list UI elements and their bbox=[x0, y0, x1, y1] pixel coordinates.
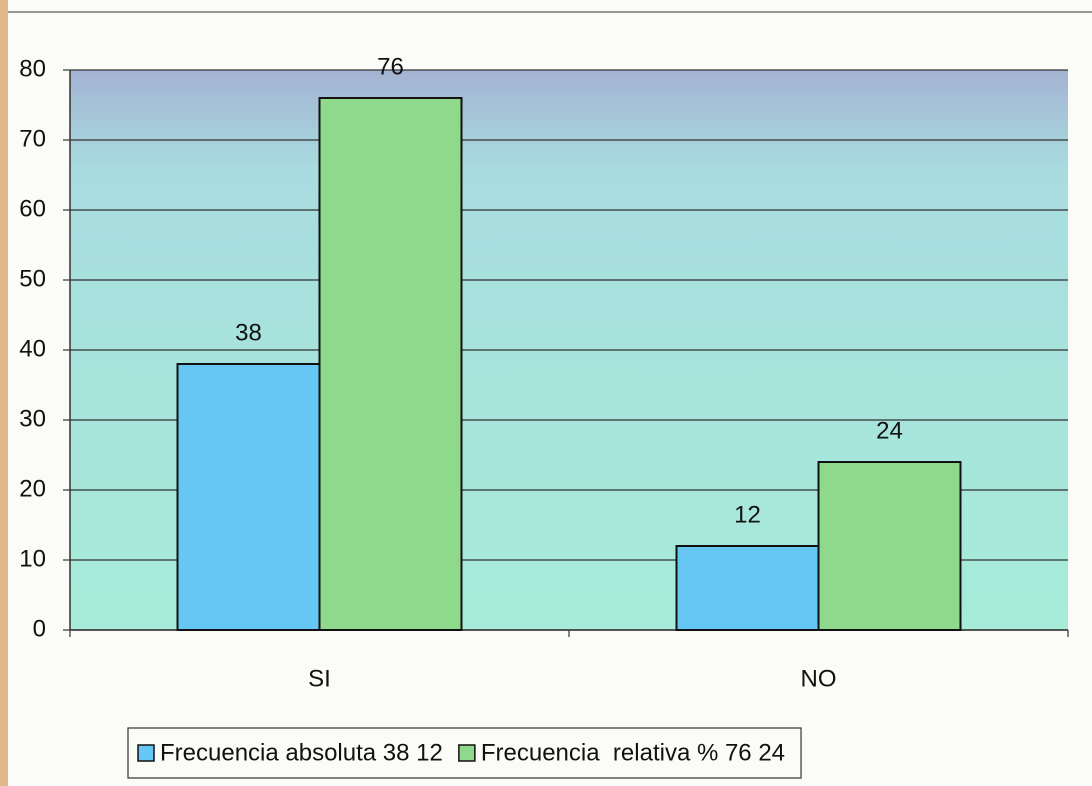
legend-swatch bbox=[458, 744, 476, 762]
data-label: 38 bbox=[235, 319, 262, 346]
legend-swatch bbox=[137, 744, 155, 762]
legend-label: Frecuencia relativa % 76 24 bbox=[481, 739, 785, 766]
y-tick-label: 20 bbox=[19, 475, 46, 502]
y-tick-label: 10 bbox=[19, 545, 46, 572]
page-edge bbox=[0, 0, 8, 786]
x-tick-label: NO bbox=[801, 665, 837, 692]
y-tick-label: 80 bbox=[19, 55, 46, 82]
data-label: 76 bbox=[377, 53, 404, 80]
data-label: 12 bbox=[734, 501, 761, 528]
y-tick-label: 0 bbox=[33, 615, 46, 642]
bar bbox=[675, 545, 820, 631]
y-tick-label: 50 bbox=[19, 265, 46, 292]
bar bbox=[817, 461, 962, 631]
y-tick-label: 70 bbox=[19, 125, 46, 152]
y-tick-label: 40 bbox=[19, 335, 46, 362]
y-tick-label: 30 bbox=[19, 405, 46, 432]
data-label: 24 bbox=[876, 417, 903, 444]
bar bbox=[176, 363, 321, 631]
legend-label: Frecuencia absoluta 38 12 bbox=[160, 739, 443, 766]
bar bbox=[318, 97, 463, 631]
x-tick-label: SI bbox=[308, 665, 331, 692]
y-tick-label: 60 bbox=[19, 195, 46, 222]
